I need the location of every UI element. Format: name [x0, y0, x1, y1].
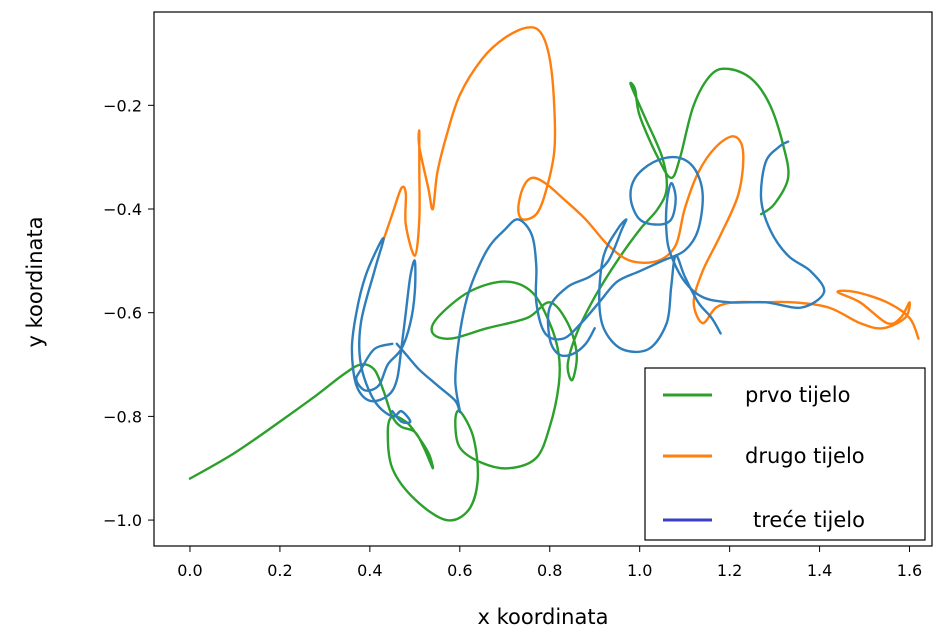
x-axis-label: x koordinata — [478, 605, 609, 629]
x-tick-label: 0.6 — [447, 561, 472, 580]
legend-box — [644, 367, 926, 541]
y-axis-ticks: −0.2 −0.4 −0.6 −0.8 −1.0 — [103, 96, 154, 530]
x-tick-label: 1.0 — [627, 561, 652, 580]
legend-label-2: drugo tijelo — [745, 444, 865, 468]
x-axis-ticks: 0.0 0.2 0.4 0.6 0.8 1.0 1.2 1.4 1.6 — [177, 546, 922, 580]
x-tick-label: 1.4 — [807, 561, 832, 580]
y-tick-label: −0.6 — [103, 304, 142, 323]
x-tick-label: 0.0 — [177, 561, 202, 580]
y-tick-label: −0.2 — [103, 96, 142, 115]
series-layer — [188, 26, 920, 522]
x-tick-label: 0.2 — [267, 561, 292, 580]
series-line-1 — [188, 67, 790, 522]
x-tick-label: 0.4 — [357, 561, 382, 580]
series-line-5 — [546, 218, 722, 358]
legend-label-1: prvo tijelo — [745, 383, 850, 407]
series-line-3 — [395, 140, 826, 414]
x-tick-label: 1.6 — [897, 561, 922, 580]
y-tick-label: −0.8 — [103, 407, 142, 426]
y-tick-label: −0.4 — [103, 200, 142, 219]
x-tick-label: 0.8 — [537, 561, 562, 580]
series-line-4 — [350, 237, 417, 425]
legend: prvo tijelo drugo tijelo treće tijelo — [644, 367, 926, 541]
legend-label-3: treće tijelo — [753, 508, 865, 532]
plot-frame — [153, 11, 933, 547]
series-line-2 — [382, 26, 920, 340]
y-tick-label: −1.0 — [103, 511, 142, 530]
y-axis-label: y koordinata — [23, 217, 47, 348]
x-tick-label: 1.2 — [717, 561, 742, 580]
